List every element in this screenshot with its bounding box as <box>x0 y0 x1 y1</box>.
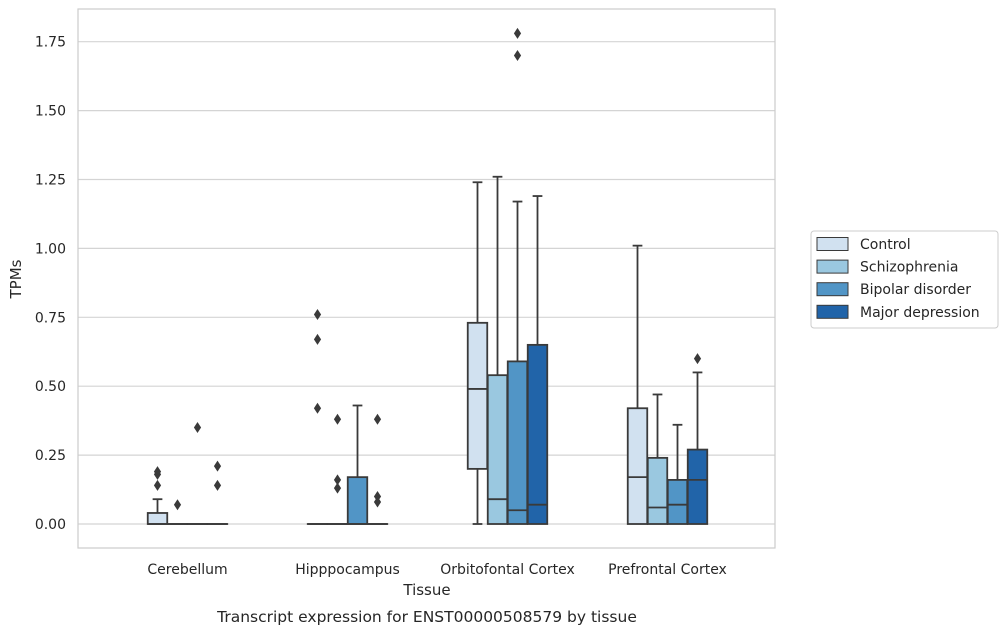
outlier-point <box>313 309 322 321</box>
legend-swatch <box>816 304 849 319</box>
box-body <box>346 476 369 525</box>
box-major-depression <box>366 413 389 525</box>
outlier-point <box>153 466 162 478</box>
y-tick-label: 0.00 <box>35 517 66 533</box>
x-tick-labels: Cerebellum Hipppocampus Orbitofontal Corte… <box>147 562 726 578</box>
outlier-point <box>373 413 382 425</box>
plot-frame <box>77 8 776 549</box>
outlier-point <box>313 333 322 345</box>
outlier-point <box>373 496 382 508</box>
outlier-point <box>693 353 702 365</box>
y-tick-label: 1.50 <box>35 104 66 120</box>
box-schizophrenia <box>486 175 509 525</box>
box-major-depression <box>526 195 549 525</box>
y-tick-labels: 0.00 0.25 0.50 0.75 1.00 1.25 1.50 1.75 <box>35 35 66 533</box>
outlier-point <box>333 474 342 486</box>
box-control <box>306 309 329 525</box>
y-tick-label: 1.25 <box>35 173 66 189</box>
box-control <box>466 181 489 525</box>
legend-swatch <box>816 282 849 297</box>
legend-label: Control <box>860 237 911 253</box>
outlier-point <box>173 499 182 511</box>
y-axis-label: TPMs <box>7 259 25 299</box>
x-tick-label: Orbitofontal Cortex <box>440 562 575 578</box>
y-tick-label: 1.75 <box>35 35 66 51</box>
box-bipolar-disorder <box>666 423 689 525</box>
box-bipolar-disorder <box>346 404 369 525</box>
box-bipolar-disorder <box>186 422 209 525</box>
x-tick-label: Cerebellum <box>147 562 227 578</box>
outlier-point <box>193 422 202 434</box>
outlier-point <box>213 460 222 472</box>
box-body <box>486 374 509 525</box>
box-schizophrenia <box>166 499 189 525</box>
box-body <box>526 343 549 525</box>
y-tick-label: 0.75 <box>35 310 66 326</box>
box-body <box>506 360 529 525</box>
box-control <box>146 466 169 525</box>
box-body <box>666 479 689 525</box>
y-tick-label: 0.25 <box>35 448 66 464</box>
x-axis-label: Tissue <box>402 581 450 599</box>
legend-swatch <box>816 237 849 251</box>
box-body <box>626 407 649 525</box>
outlier-point <box>513 49 522 61</box>
legend-label: Schizophrenia <box>860 260 958 276</box>
box-schizophrenia <box>326 413 349 525</box>
outlier-point <box>333 482 342 494</box>
outlier-point <box>373 490 382 502</box>
box-body <box>146 512 169 525</box>
y-tick-label: 0.50 <box>35 379 66 395</box>
box-major-depression <box>686 353 709 525</box>
legend-label: Bipolar disorder <box>860 282 971 298</box>
box-control <box>626 244 649 525</box>
figure-caption: Transcript expression for ENST0000050857… <box>216 608 637 626</box>
box-body <box>466 321 489 470</box>
box-marks <box>146 27 709 525</box>
legend-swatch <box>816 259 849 274</box>
outlier-point <box>313 402 322 414</box>
y-tick-label: 1.00 <box>35 241 66 257</box>
box-major-depression <box>206 460 229 525</box>
outlier-point <box>213 479 222 491</box>
box-body <box>686 448 709 525</box>
box-body <box>646 456 669 525</box>
gridlines <box>78 41 775 525</box>
outlier-point <box>153 479 162 491</box>
x-tick-label: Prefrontal Cortex <box>608 562 727 578</box>
legend-frame <box>810 230 999 329</box>
box-bipolar-disorder <box>506 27 529 525</box>
outlier-point <box>513 27 522 39</box>
legend-label: Major depression <box>860 305 980 321</box>
legend: Control Schizophrenia Bipolar disorder Majo… <box>810 230 999 329</box>
box-schizophrenia <box>646 393 669 525</box>
x-tick-label: Hipppocampus <box>295 562 400 578</box>
outlier-point <box>333 413 342 425</box>
